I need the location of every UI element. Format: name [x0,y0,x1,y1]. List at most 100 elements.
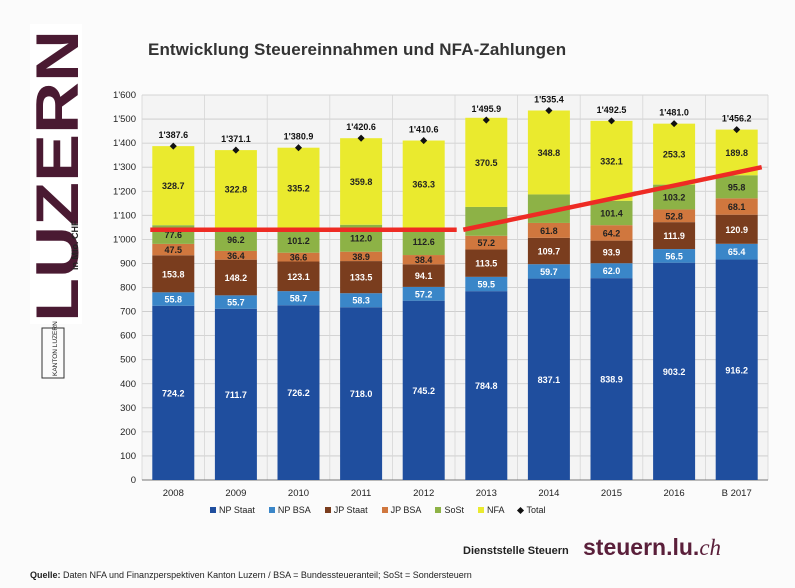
website-main: steuern.lu. [583,534,700,560]
y-tick-label: 1'100 [113,210,136,221]
bar-nfa [152,146,195,226]
bar-nfa [340,138,383,225]
y-tick-label: 700 [120,307,136,318]
legend-marker-diamond [517,506,525,514]
bar-jp-bsa [465,235,508,250]
total-marker [545,107,553,115]
bar-nfa [277,147,320,229]
bar-np-bsa [653,249,696,263]
data-label: 711.7 [225,390,247,400]
legend-item: JP Staat [324,505,368,515]
bar-np-bsa [402,286,445,301]
y-tick-label: 1'400 [113,138,136,149]
total-marker [232,146,240,154]
source-label: Quelle: [30,570,61,580]
legend-label: NP Staat [219,505,255,515]
data-label: 253.3 [663,150,686,160]
total-label: 1'380.9 [284,132,314,142]
data-label: 123.1 [287,272,310,282]
x-tick-label: 2016 [664,488,685,499]
website-tld: ch [699,535,722,560]
total-marker [733,126,741,134]
data-label: 838.9 [600,375,623,385]
data-label: 112.6 [413,237,435,247]
x-tick-label: 2008 [163,488,184,499]
data-label: 38.4 [415,255,433,265]
x-tick-label: 2015 [601,488,622,499]
y-tick-label: 600 [120,331,136,342]
total-label: 1'387.6 [158,130,188,140]
data-label: 359.8 [350,177,373,187]
data-label: 95.8 [728,182,746,192]
bar-jp-bsa [340,251,383,262]
legend-label: Total [526,505,546,515]
legend-swatch [381,507,388,513]
bar-jp-bsa [152,243,195,256]
data-label: 38.9 [352,252,370,262]
data-label: 903.2 [663,367,686,377]
bar-np-bsa [465,276,508,292]
data-label: 189.8 [725,148,748,158]
bar-np-staat [590,278,633,480]
total-marker [294,144,303,152]
bar-sost [214,227,257,251]
total-label: 1'535.4 [534,95,564,105]
bar-jp-bsa [214,250,257,260]
data-label: 101.4 [600,208,623,218]
legend-swatch [268,507,275,513]
bar-np-staat [277,305,320,480]
total-label: 1'410.6 [409,125,439,135]
y-tick-label: 1'600 [113,90,136,101]
y-tick-label: 400 [120,379,136,390]
data-label: 57.2 [478,238,496,248]
y-tick-label: 0 [131,475,136,486]
department-name: Dienststelle Steuern [463,545,569,557]
data-label: 111.9 [663,231,685,241]
data-label: 348.8 [538,148,561,158]
y-tick-label: 1'000 [113,234,136,245]
bar-jp-staat [214,259,257,296]
kanton-seal-text: KANTON LUZERN [52,321,59,376]
bar-jp-staat [715,214,758,244]
data-label: 120.9 [725,225,748,235]
legend-swatch [477,507,484,513]
website-logo: steuern.lu.ch [583,534,721,561]
legend-item: SoSt [435,505,464,515]
y-tick-label: 300 [120,403,136,414]
y-tick-label: 500 [120,355,136,366]
y-tick-label: 200 [120,427,136,438]
data-label: 58.3 [352,296,370,306]
data-label: 55.8 [165,295,183,305]
y-tick-label: 100 [120,451,136,462]
total-marker [670,120,678,128]
data-label: 103.2 [663,193,686,203]
legend-item: NFA [477,505,504,515]
data-label: 94.1 [415,271,433,281]
data-label: 148.2 [225,273,248,283]
legend-label: SoSt [444,505,464,515]
legend-item: NP Staat [210,505,255,515]
data-label: 62.0 [603,266,621,276]
y-tick-label: 900 [120,258,136,269]
x-tick-label: 2014 [538,488,559,499]
legend-label: JP BSA [390,505,422,515]
bar-np-bsa [590,263,633,279]
data-label: 363.3 [412,180,435,190]
legend-item: JP BSA [381,505,422,515]
legend-swatch [435,507,442,513]
bar-np-bsa [715,243,758,260]
bar-nfa [465,117,508,207]
data-label: 55.7 [227,298,245,308]
data-label: 59.5 [478,279,496,289]
bar-nfa [653,123,696,185]
luzern-logo: LUZERN KANTON LUZERN [24,24,86,379]
data-label: 36.4 [227,251,245,261]
total-marker [169,142,177,150]
bar-jp-bsa [277,252,320,262]
data-label: 133.5 [350,273,373,283]
source-text: Daten NFA und Finanzperspektiven Kanton … [60,570,472,580]
bar-np-bsa [277,291,320,306]
legend-item: Total [517,505,546,515]
bar-jp-bsa [590,225,633,241]
